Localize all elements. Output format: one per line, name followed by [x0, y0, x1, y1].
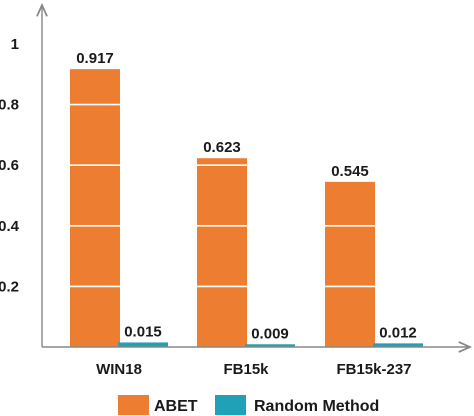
bar-random-method [373, 343, 423, 347]
y-tick-label: 0.2 [0, 278, 19, 295]
bar-abet [325, 181, 375, 347]
bar-abet [197, 158, 247, 347]
legend-label: Random Method [254, 398, 379, 415]
y-tick-label: 1 [11, 36, 19, 53]
data-label: 0.012 [379, 324, 417, 341]
data-label: 0.917 [76, 50, 114, 67]
legend: ABET Random Method [118, 395, 379, 415]
bar-random-method [118, 342, 168, 347]
category-label: FB15k [223, 361, 269, 378]
bars-group [70, 69, 423, 348]
data-label: 0.623 [203, 139, 241, 156]
data-label: 0.545 [331, 163, 369, 180]
legend-swatch [215, 395, 246, 415]
bar-random-method [245, 344, 295, 347]
category-label: FB15k-237 [336, 361, 411, 378]
y-tick-label: 0.6 [0, 157, 19, 174]
data-labels: 0.917 0.015 0.623 0.009 0.545 0.012 [76, 50, 417, 342]
bar-abet [70, 69, 120, 348]
legend-swatch [118, 395, 149, 415]
data-label: 0.015 [124, 323, 162, 340]
y-tick-label: 0.8 [0, 97, 19, 114]
y-tick-labels: 0.2 0.4 0.6 0.8 1 [0, 36, 20, 295]
data-label: 0.009 [251, 325, 289, 342]
legend-label: ABET [154, 398, 198, 415]
y-tick-label: 0.4 [0, 218, 20, 235]
category-label: WIN18 [96, 361, 142, 378]
x-category-labels: WIN18 FB15k FB15k-237 [96, 361, 411, 378]
